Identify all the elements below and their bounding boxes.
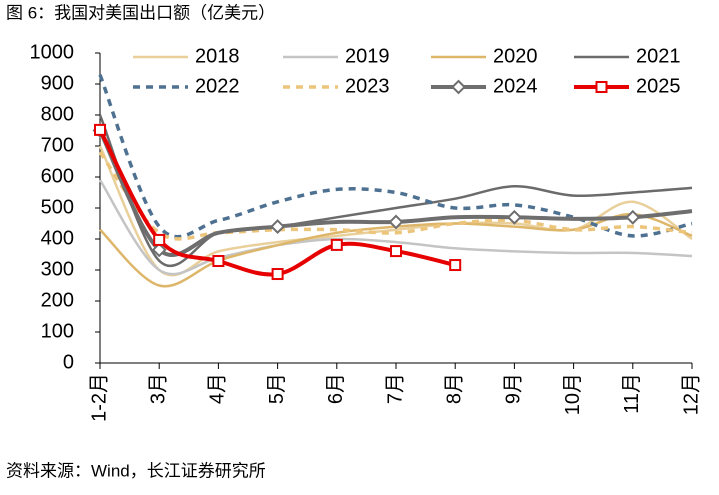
x-tick-label: 9月 [503, 373, 525, 404]
x-tick-label: 8月 [443, 373, 465, 404]
y-tick-label: 800 [41, 103, 74, 125]
y-tick-label: 0 [63, 351, 74, 373]
y-tick-label: 400 [41, 227, 74, 249]
legend-label: 2021 [636, 45, 681, 67]
y-tick-label: 100 [41, 320, 74, 342]
legend-label: 2022 [195, 75, 240, 97]
x-tick-label: 6月 [325, 373, 347, 404]
legend-marker [595, 81, 608, 93]
point-marker [212, 255, 225, 268]
x-tick-label: 11月 [621, 373, 643, 414]
x-tick-label: 10月 [562, 373, 584, 415]
legend-label: 2020 [493, 45, 538, 67]
series-line [98, 129, 693, 257]
y-tick-label: 1000 [30, 41, 75, 63]
legend-label: 2024 [493, 75, 538, 97]
point-marker [271, 268, 284, 281]
y-tick-label: 500 [41, 196, 74, 218]
x-tick-label: 1-2月 [88, 373, 110, 422]
legend-label: 2023 [345, 75, 390, 97]
x-tick-label: 3月 [147, 373, 169, 404]
y-tick-label: 600 [41, 165, 74, 187]
point-marker [388, 214, 404, 230]
point-marker [449, 259, 462, 272]
chart-title: 图 6：我国对美国出口额（亿美元） [6, 3, 275, 22]
legend-label: 2018 [195, 45, 240, 67]
legend-label: 2025 [636, 75, 681, 97]
x-tick-label: 7月 [384, 373, 406, 404]
point-marker [270, 219, 286, 235]
x-tick-label: 5月 [266, 373, 288, 404]
series-line [98, 179, 693, 276]
y-tick-label: 900 [41, 72, 74, 94]
x-tick-label: 12月 [680, 373, 702, 415]
legend-label: 2019 [345, 45, 390, 67]
source-note: 资料来源：Wind，长江证券研究所 [6, 461, 266, 480]
point-marker [330, 238, 343, 251]
y-tick-label: 300 [41, 258, 74, 280]
series-line [98, 151, 693, 241]
point-marker [506, 209, 522, 225]
point-marker [151, 242, 167, 258]
x-tick-label: 4月 [207, 373, 229, 404]
point-marker [94, 123, 106, 136]
series-line [98, 114, 693, 268]
point-marker [390, 245, 402, 258]
y-tick-label: 700 [41, 134, 74, 156]
point-marker [625, 209, 641, 225]
point-marker [153, 233, 166, 246]
y-tick-label: 200 [41, 289, 74, 311]
legend-marker [451, 79, 466, 95]
